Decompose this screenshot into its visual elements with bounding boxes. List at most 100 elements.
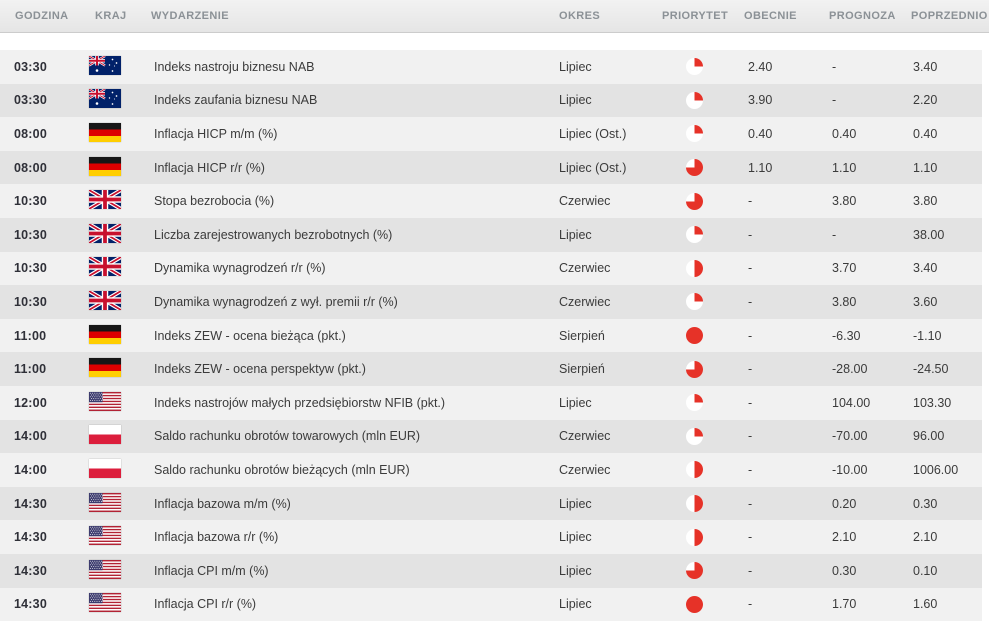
flag-au-icon (89, 89, 121, 109)
event-cell: Indeks ZEW - ocena bieżąca (pkt.) (154, 328, 346, 343)
table-row[interactable]: 14:30 Inflacja CPI r/r (%) Lipiec - 1.70… (0, 587, 982, 622)
priority-cell (660, 595, 742, 613)
previous-cell: 2.10 (913, 530, 938, 545)
priority-cell (660, 259, 742, 277)
period-cell: Lipiec (559, 563, 592, 578)
current-cell: - (748, 362, 753, 377)
flag-gb-icon (89, 290, 121, 310)
flag-us-icon (89, 526, 121, 546)
current-cell: - (748, 227, 753, 242)
column-header-obecnie: OBECNIE (744, 10, 797, 22)
priority-pie-icon (685, 192, 703, 210)
forecast-cell: -70.00 (832, 429, 868, 444)
country-cell (88, 526, 150, 548)
event-cell: Inflacja bazowa r/r (%) (154, 530, 279, 545)
previous-cell: -24.50 (913, 362, 949, 377)
forecast-cell: 1.10 (832, 160, 857, 175)
event-cell: Dynamika wynagrodzeń r/r (%) (154, 261, 326, 276)
period-cell: Lipiec (559, 395, 592, 410)
table-row[interactable]: 14:00 Saldo rachunku obrotów towarowych … (0, 419, 982, 454)
time-cell: 14:30 (14, 496, 47, 511)
header-body-gap (0, 33, 989, 50)
flag-us-icon (89, 492, 121, 512)
current-cell: - (748, 261, 753, 276)
country-cell (88, 324, 150, 347)
table-row[interactable]: 10:30 Liczba zarejestrowanych bezrobotny… (0, 217, 982, 252)
country-cell (88, 290, 150, 313)
priority-cell (660, 293, 742, 311)
country-cell (88, 223, 150, 246)
table-row[interactable]: 10:30 Stopa bezrobocia (%) Czerwiec - 3.… (0, 184, 982, 218)
current-cell: - (748, 530, 753, 545)
previous-cell: 1006.00 (913, 462, 959, 477)
period-cell: Lipiec (Ost.) (559, 126, 627, 141)
flag-gb-icon (89, 223, 121, 243)
table-header: GODZINA KRAJ WYDARZENIE OKRES PRIORYTET … (0, 0, 989, 33)
event-cell: Indeks zaufania biznesu NAB (154, 93, 318, 108)
country-cell (88, 593, 150, 615)
priority-pie-icon (685, 91, 703, 109)
time-cell: 10:30 (14, 294, 47, 309)
time-cell: 03:30 (14, 93, 47, 108)
country-cell (88, 89, 150, 111)
forecast-cell: 1.70 (832, 597, 857, 612)
country-cell (88, 55, 150, 78)
current-cell: - (748, 496, 753, 511)
country-cell (88, 425, 150, 447)
flag-de-icon (89, 358, 121, 378)
event-cell: Inflacja HICP m/m (%) (154, 126, 278, 141)
table-row[interactable]: 14:00 Saldo rachunku obrotów bieżących (… (0, 453, 982, 487)
event-cell: Saldo rachunku obrotów towarowych (mln E… (154, 429, 421, 444)
flag-au-icon (89, 55, 121, 75)
column-header-okres: OKRES (559, 10, 601, 22)
current-cell: 2.40 (748, 59, 773, 74)
flag-us-icon (89, 559, 121, 579)
time-cell: 14:00 (14, 429, 47, 444)
time-cell: 11:00 (14, 328, 47, 343)
column-header-kraj: KRAJ (95, 10, 127, 22)
table-row[interactable]: 11:00 Indeks ZEW - ocena perspektyw (pkt… (0, 352, 982, 386)
period-cell: Lipiec (559, 597, 592, 612)
table-row[interactable]: 11:00 Indeks ZEW - ocena bieżąca (pkt.) … (0, 318, 982, 353)
country-cell (88, 257, 150, 279)
forecast-cell: 0.20 (832, 496, 857, 511)
priority-cell (660, 192, 742, 210)
event-cell: Liczba zarejestrowanych bezrobotnych (%) (154, 227, 393, 242)
table-row[interactable]: 12:00 Indeks nastrojów małych przedsiębi… (0, 385, 982, 420)
table-row[interactable]: 14:30 Inflacja CPI m/m (%) Lipiec - 0.30… (0, 553, 982, 588)
time-cell: 08:00 (14, 126, 47, 141)
table-row[interactable]: 08:00 Inflacja HICP m/m (%) Lipiec (Ost.… (0, 117, 982, 151)
table-row[interactable]: 14:30 Inflacja bazowa r/r (%) Lipiec - 2… (0, 520, 982, 554)
table-row[interactable]: 14:30 Inflacja bazowa m/m (%) Lipiec - 0… (0, 486, 982, 521)
table-row[interactable]: 08:00 Inflacja HICP r/r (%) Lipiec (Ost.… (0, 150, 982, 185)
event-cell: Dynamika wynagrodzeń z wył. premii r/r (… (154, 294, 398, 309)
table-row[interactable]: 03:30 Indeks zaufania biznesu NAB Lipiec… (0, 83, 982, 118)
flag-de-icon (89, 324, 121, 344)
flag-us-icon (89, 391, 121, 411)
priority-cell (660, 159, 742, 177)
current-cell: - (748, 462, 753, 477)
event-cell: Indeks nastroju biznesu NAB (154, 59, 315, 74)
priority-cell (660, 427, 742, 445)
forecast-cell: 2.10 (832, 530, 857, 545)
table-row[interactable]: 10:30 Dynamika wynagrodzeń r/r (%) Czerw… (0, 251, 982, 286)
time-cell: 11:00 (14, 362, 47, 377)
previous-cell: 0.10 (913, 563, 938, 578)
current-cell: 3.90 (748, 93, 773, 108)
period-cell: Czerwiec (559, 462, 611, 477)
priority-pie-icon (685, 528, 703, 546)
time-cell: 14:30 (14, 563, 47, 578)
table-row[interactable]: 10:30 Dynamika wynagrodzeń z wył. premii… (0, 285, 982, 319)
event-cell: Saldo rachunku obrotów bieżących (mln EU… (154, 462, 410, 477)
period-cell: Sierpień (559, 328, 605, 343)
forecast-cell: - (832, 59, 837, 74)
priority-pie-icon (685, 159, 703, 177)
flag-gb-icon (89, 190, 121, 210)
column-header-priorytet: PRIORYTET (662, 10, 729, 22)
forecast-cell: 3.70 (832, 261, 857, 276)
current-cell: - (748, 395, 753, 410)
priority-pie-icon (685, 495, 703, 513)
forecast-cell: 0.30 (832, 563, 857, 578)
priority-pie-icon (685, 327, 703, 345)
table-row[interactable]: 03:30 Indeks nastroju biznesu NAB Lipiec… (0, 50, 982, 84)
